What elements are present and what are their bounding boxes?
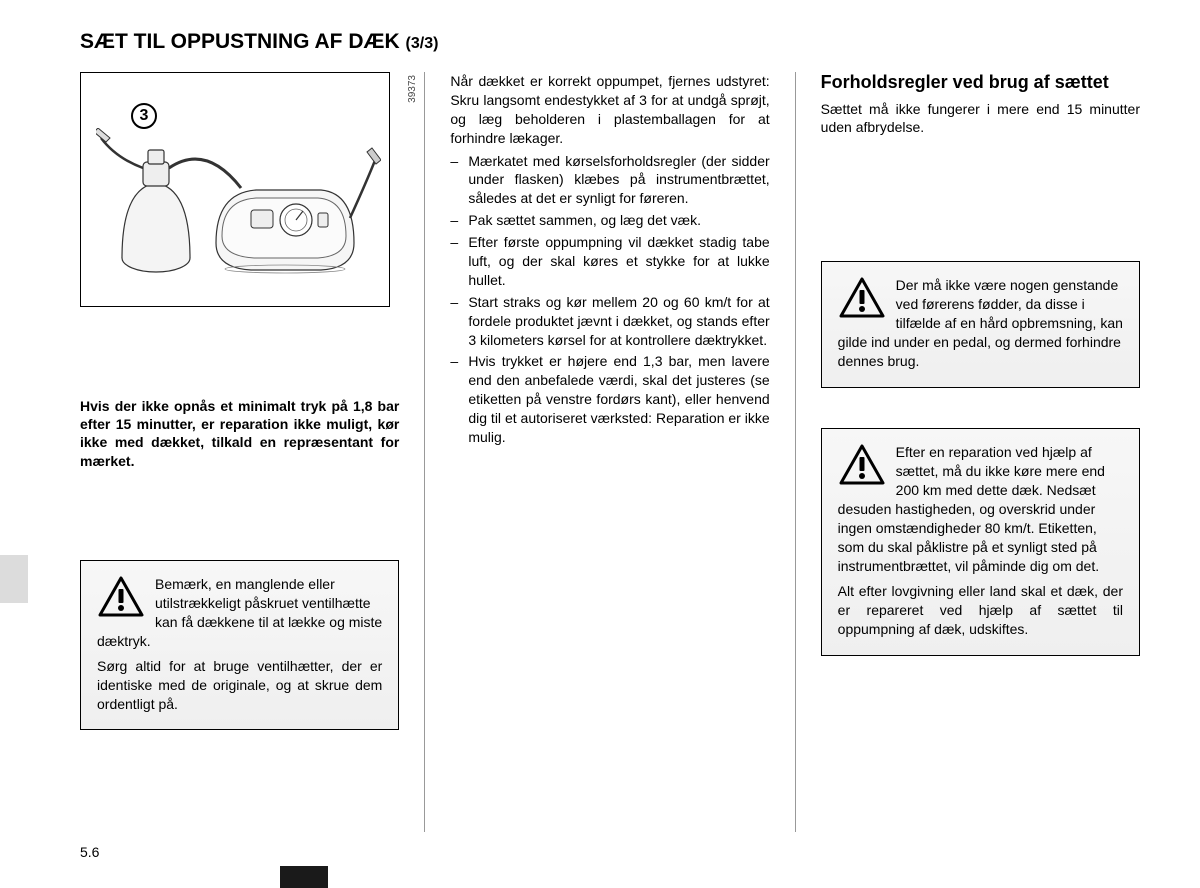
title-main: SÆT TIL OPPUSTNING AF DÆK xyxy=(80,30,406,53)
title-page-count: (3/3) xyxy=(406,35,439,52)
warning-triangle-icon xyxy=(838,276,886,320)
warning-triangle-icon xyxy=(838,443,886,487)
list-item: Hvis trykket er højere end 1,3 bar, men … xyxy=(450,352,769,446)
page-container: SÆT TIL OPPUSTNING AF DÆK (3/3) 39373 3 xyxy=(0,0,1200,888)
figure-tire-kit: 39373 3 xyxy=(80,72,390,307)
warning-after-repair: Efter en reparation ved hjælp af sættet,… xyxy=(821,428,1140,656)
warning-footwell: Der må ikke være nogen genstande ved før… xyxy=(821,261,1140,388)
column-layout: 39373 3 xyxy=(80,72,1140,832)
precautions-heading: Forholdsregler ved brug af sættet xyxy=(821,72,1140,94)
column-right: Forholdsregler ved brug af sættet Sættet… xyxy=(796,72,1140,832)
precautions-intro: Sættet må ikke fungerer i mere end 15 mi… xyxy=(821,100,1140,138)
list-item: Mærkatet med kørselsforholdsregler (der … xyxy=(450,152,769,209)
list-item: Start straks og kør mellem 20 og 60 km/t… xyxy=(450,293,769,350)
list-item: Efter første oppumpning vil dækket stadi… xyxy=(450,233,769,290)
page-number: 5.6 xyxy=(80,844,99,860)
callout-3: 3 xyxy=(131,103,157,129)
page-title: SÆT TIL OPPUSTNING AF DÆK (3/3) xyxy=(80,30,1140,54)
instruction-list: Mærkatet med kørselsforholdsregler (der … xyxy=(450,152,769,447)
column-left: 39373 3 xyxy=(80,72,424,832)
warning-triangle-icon xyxy=(97,575,145,619)
figure-reference-number: 39373 xyxy=(407,75,418,103)
warning-valve-cap: Bemærk, en manglende eller utilstrækkeli… xyxy=(80,560,399,731)
tire-kit-illustration xyxy=(96,128,381,298)
warning-after-repair-text-b: Alt efter lovgivning eller land skal et … xyxy=(838,582,1123,639)
min-pressure-warning: Hvis der ikke opnås et minimalt tryk på … xyxy=(80,397,399,470)
list-item: Pak sættet sammen, og læg det væk. xyxy=(450,211,769,230)
middle-intro: Når dækket er korrekt oppumpet, fjernes … xyxy=(450,72,769,148)
warning-valve-cap-follow: Sørg altid for at bruge ventilhætter, de… xyxy=(97,657,382,714)
column-middle: Når dækket er korrekt oppumpet, fjernes … xyxy=(425,72,794,832)
